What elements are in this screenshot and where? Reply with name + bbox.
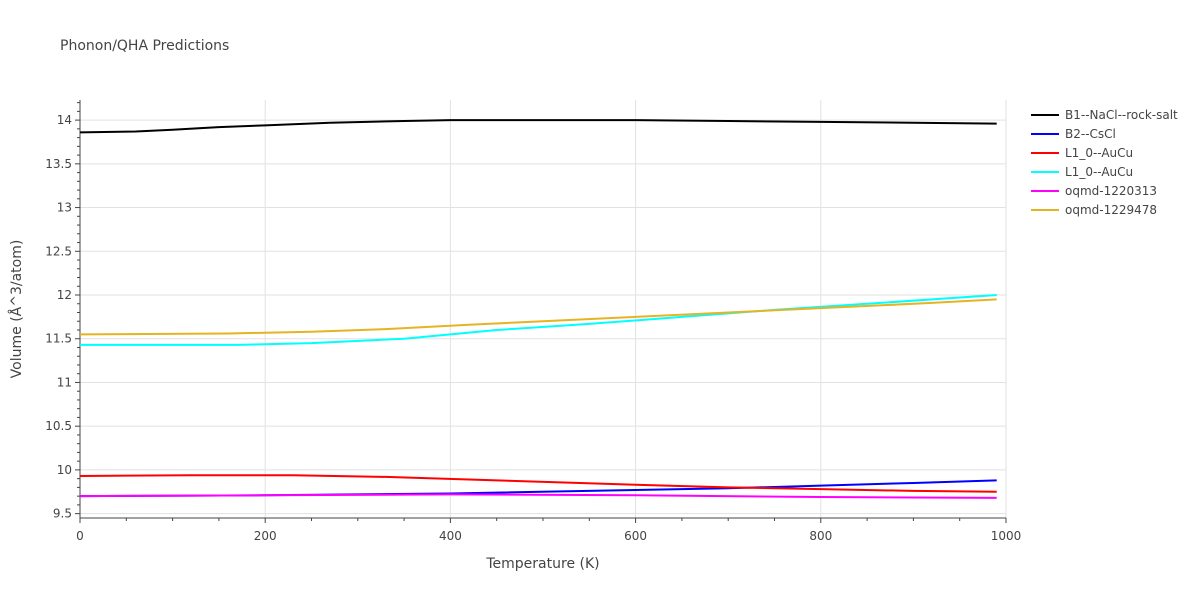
series-line-0 (79, 119, 997, 134)
y-tick-label: 10.5 (45, 419, 72, 433)
y-tick-label: 14 (57, 113, 72, 127)
y-axis-title: Volume (Å^3/atom) (8, 240, 25, 379)
legend-label[interactable]: oqmd-1220313 (1065, 184, 1157, 198)
x-tick-label: 400 (439, 529, 462, 543)
legend: B1--NaCl--rock-salt B2--CsCl L1_0--AuCu L1_… (1031, 108, 1178, 217)
series-line-5 (79, 298, 997, 336)
x-tick-label: 200 (254, 529, 277, 543)
legend-label[interactable]: L1_0--AuCu (1065, 146, 1133, 160)
grid (80, 100, 1007, 518)
series-line-4 (79, 493, 997, 499)
x-tick-label: 600 (624, 529, 647, 543)
series-line-2 (79, 474, 997, 493)
y-tick-label: 13.5 (45, 157, 72, 171)
y-tick-label: 12 (57, 288, 72, 302)
y-tick-label: 9.5 (53, 507, 72, 521)
legend-label[interactable]: oqmd-1229478 (1065, 203, 1157, 217)
y-tick-label: 13 (57, 201, 72, 215)
y-tick-label: 11.5 (45, 332, 72, 346)
series-line-1 (79, 479, 997, 498)
x-axis-title: Temperature (K) (485, 556, 599, 572)
x-tick-label: 800 (809, 529, 832, 543)
legend-label[interactable]: B1--NaCl--rock-salt (1065, 108, 1178, 122)
plot-area (79, 119, 997, 499)
legend-label[interactable]: L1_0--AuCu (1065, 165, 1133, 179)
axes: 0 200 400 600 800 1000 9.5 10 10.5 11 11.5 12 12.5 13… (45, 100, 1021, 543)
chart-title: Phonon/QHA Predictions (60, 38, 229, 54)
y-tick-label: 12.5 (45, 244, 72, 258)
y-tick-label: 11 (57, 375, 72, 389)
x-tick-label: 1000 (991, 529, 1022, 543)
legend-label[interactable]: B2--CsCl (1065, 127, 1116, 141)
x-tick-label: 0 (76, 529, 84, 543)
series-line-3 (80, 294, 997, 346)
y-tick-label: 10 (57, 463, 72, 477)
